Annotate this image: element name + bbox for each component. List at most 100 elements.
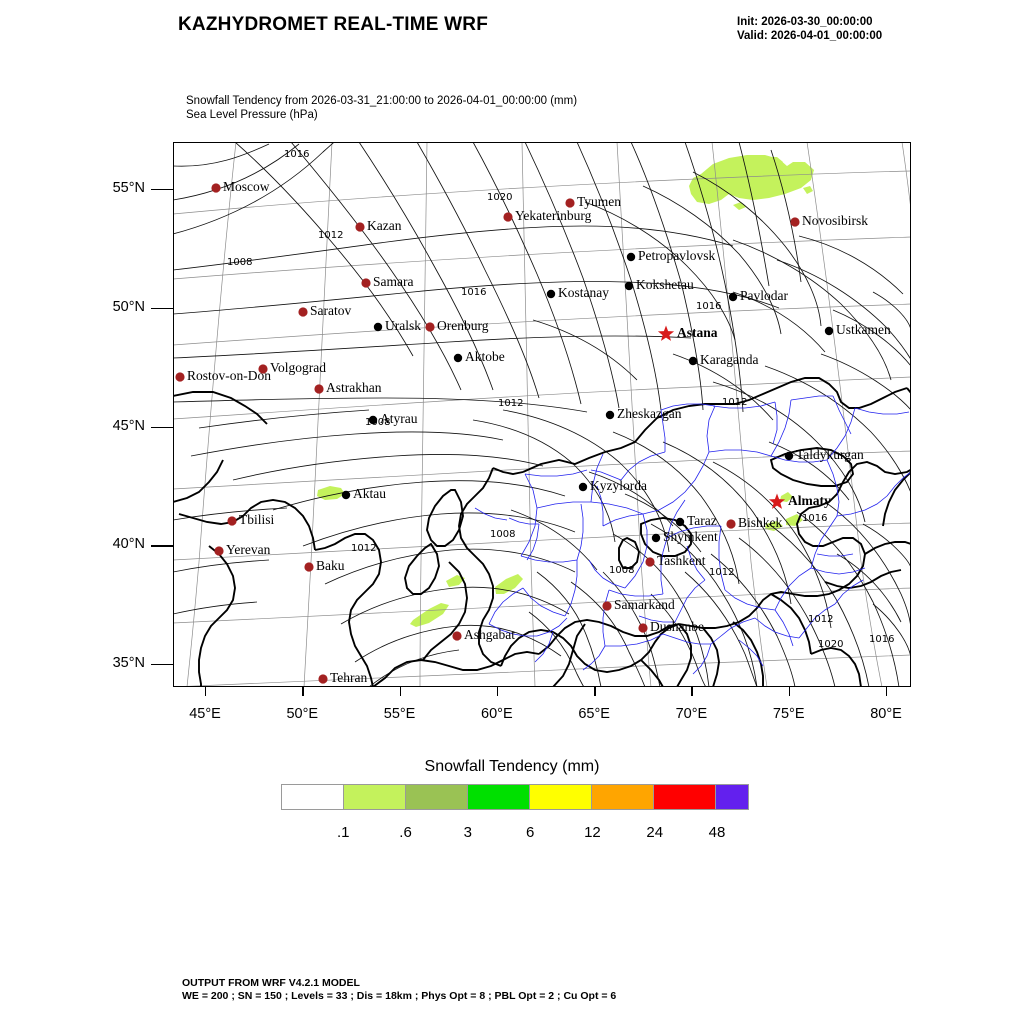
city-marker-dot bbox=[784, 451, 794, 461]
city-label-tbilisi: Tbilisi bbox=[239, 512, 275, 527]
city-marker-dot bbox=[314, 384, 324, 394]
city-label-uralsk: Uralsk bbox=[385, 318, 421, 333]
colorbar-tick-12: 12 bbox=[584, 824, 601, 841]
map-frame-border bbox=[173, 142, 911, 687]
city-label-baku: Baku bbox=[316, 558, 345, 573]
lon-tick-label-75: 75°E bbox=[772, 706, 805, 722]
model-config-footer: OUTPUT FROM WRF V4.2.1 MODEL WE = 200 ; … bbox=[182, 977, 616, 1003]
capital-star-marker bbox=[768, 493, 786, 509]
isobar-label: 1012 bbox=[808, 614, 833, 625]
isobar-label: 1020 bbox=[818, 639, 843, 650]
city-marker-dot bbox=[624, 281, 634, 291]
colorbar-tick-24: 24 bbox=[646, 824, 664, 841]
city-marker-layer bbox=[175, 183, 834, 684]
isobar-label: 1012 bbox=[318, 230, 343, 241]
lon-tick-label-50: 50°E bbox=[286, 706, 319, 722]
isobar-value-labels: 1016 1020 1012 1008 1016 1016 1012 1012 1008 1012… bbox=[227, 149, 894, 650]
isobar-label: 1008 bbox=[365, 417, 390, 428]
city-marker-dot bbox=[211, 183, 221, 193]
city-marker-dot bbox=[565, 198, 575, 208]
lon-tick-label-70: 70°E bbox=[675, 706, 708, 722]
city-marker-dot bbox=[638, 623, 648, 633]
city-label-kokshetau: Kokshetau bbox=[636, 277, 694, 292]
lat-tick-mark-50 bbox=[151, 307, 173, 310]
city-label-petropavlovsk: Petropavlovsk bbox=[638, 248, 716, 263]
snowfall-tendency-caption: Snowfall Tendency from 2026-03-31_21:00:… bbox=[186, 95, 578, 107]
city-marker-dot bbox=[824, 326, 834, 336]
city-label-shymkent: Shymkent bbox=[663, 529, 718, 544]
lon-tick-label-60: 60°E bbox=[481, 706, 513, 722]
city-label-aktau: Aktau bbox=[353, 486, 386, 501]
lon-tick-mark-55 bbox=[399, 687, 401, 696]
lon-tick-mark-80 bbox=[886, 687, 888, 696]
valid-time-label: Valid: 2026-04-01_00:00:00 bbox=[737, 29, 883, 42]
lon-tick-mark-75 bbox=[788, 687, 791, 696]
city-label-moscow: Moscow bbox=[223, 179, 270, 194]
city-marker-dot bbox=[214, 546, 224, 556]
city-marker-dot bbox=[645, 557, 655, 567]
lon-tick-mark-60 bbox=[496, 687, 499, 696]
city-label-karaganda: Karaganda bbox=[700, 352, 759, 367]
country-boundary-layer bbox=[173, 377, 911, 687]
city-marker-dot bbox=[453, 353, 463, 363]
city-label-bishkek: Bishkek bbox=[738, 515, 783, 530]
city-label-taldykurgan: Taldykurgan bbox=[796, 447, 864, 462]
lon-tick-label-80: 80°E bbox=[870, 706, 902, 722]
colorbar-tick-3: 3 bbox=[463, 824, 473, 841]
isobar-label: 1012 bbox=[498, 398, 523, 409]
city-marker-dot bbox=[688, 356, 698, 366]
colorbar-swatch-1[interactable] bbox=[344, 785, 406, 809]
city-marker-dot bbox=[227, 516, 237, 526]
lon-tick-label-65: 65°E bbox=[578, 706, 610, 722]
colorbar-swatch-6[interactable] bbox=[654, 785, 716, 809]
city-marker-dot bbox=[425, 322, 435, 332]
isobar-layer bbox=[173, 142, 911, 687]
city-marker-dot bbox=[304, 562, 314, 572]
isobar-label: 1008 bbox=[609, 565, 634, 576]
city-label-rostov-on-don: Rostov-on-Don bbox=[187, 368, 271, 383]
isobar-label: 1016 bbox=[696, 301, 721, 312]
colorbar-swatch-3[interactable] bbox=[468, 785, 530, 809]
isobar-label: 1020 bbox=[487, 192, 512, 203]
lon-tick-mark-45 bbox=[205, 687, 207, 696]
colorbar-tick-6: 6 bbox=[525, 824, 535, 841]
isobar-label: 1008 bbox=[490, 529, 515, 540]
city-label-orenburg: Orenburg bbox=[437, 318, 489, 333]
colorbar-swatch-0[interactable] bbox=[282, 785, 344, 809]
city-marker-dot bbox=[452, 631, 462, 641]
colorbar-swatch-2[interactable] bbox=[406, 785, 468, 809]
map-panel[interactable]: 1016 1020 1012 1008 1016 1016 1012 1012 1008 1012… bbox=[173, 142, 911, 687]
city-marker-dot bbox=[355, 222, 365, 232]
colorbar-tick-labels: .1 .6 3 6 12 24 48 bbox=[281, 824, 749, 846]
colorbar-swatch-7[interactable] bbox=[716, 785, 748, 809]
lat-tick-mark-40 bbox=[151, 545, 173, 547]
colorbar-swatch-4[interactable] bbox=[530, 785, 592, 809]
city-marker-dot bbox=[675, 517, 685, 527]
city-label-pavlodar: Pavlodar bbox=[740, 288, 788, 303]
colorbar-tick-48: 48 bbox=[708, 824, 726, 841]
city-marker-dot bbox=[546, 289, 556, 299]
field-caption-block: Snowfall Tendency from 2026-03-31_21:00:… bbox=[186, 94, 577, 122]
isobar-label: 1012 bbox=[351, 543, 376, 554]
colorbar[interactable] bbox=[281, 784, 749, 810]
city-marker-dot bbox=[728, 292, 738, 302]
isobar-label: 1016 bbox=[869, 634, 894, 645]
isobar-label: 1012 bbox=[709, 567, 734, 578]
lat-tick-mark-45 bbox=[151, 426, 173, 428]
lat-tick-mark-55 bbox=[151, 189, 173, 191]
city-label-atyrau: Atyrau bbox=[380, 411, 418, 426]
sea-level-pressure-caption: Sea Level Pressure (hPa) bbox=[186, 109, 318, 121]
colorbar-tick-.6: .6 bbox=[399, 824, 412, 841]
lon-tick-label-45: 45°E bbox=[189, 706, 221, 722]
lon-tick-label-55: 55°E bbox=[383, 706, 416, 722]
city-label-yekaterinburg: Yekaterinburg bbox=[515, 208, 592, 223]
city-label-ashgabat: Ashgabat bbox=[464, 627, 515, 642]
city-marker-dot bbox=[605, 410, 615, 420]
lat-tick-label-40: 40°N bbox=[112, 536, 145, 553]
city-marker-dot bbox=[341, 490, 351, 500]
isobar-label: 1012 bbox=[722, 397, 747, 408]
footer-line-model: OUTPUT FROM WRF V4.2.1 MODEL bbox=[182, 977, 360, 989]
colorbar-swatch-5[interactable] bbox=[592, 785, 654, 809]
city-label-tashkent: Tashkent bbox=[657, 553, 706, 568]
city-label-almaty: Almaty bbox=[788, 493, 831, 508]
